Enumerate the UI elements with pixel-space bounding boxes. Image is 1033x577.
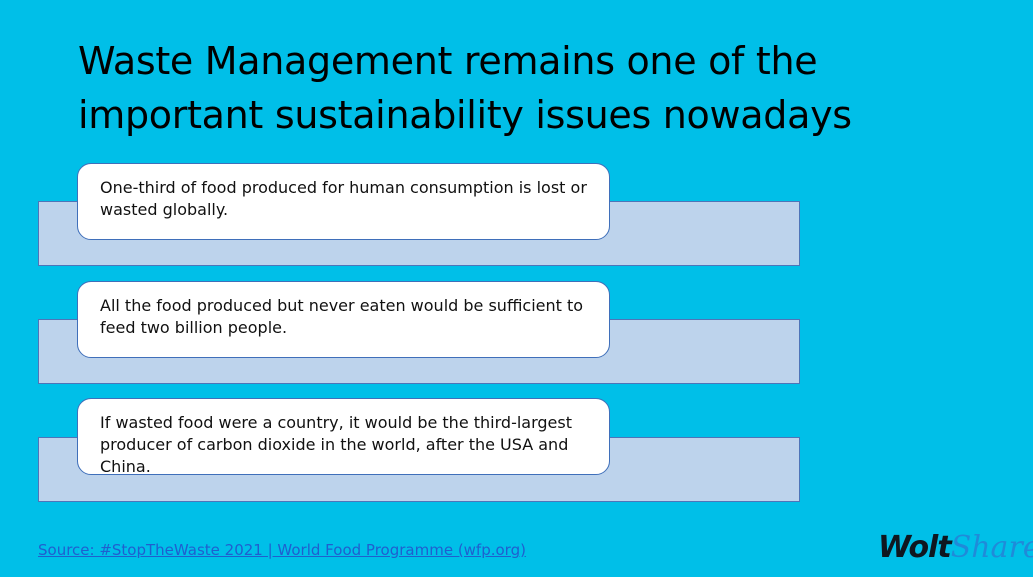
logo-wordmark-share: Share	[950, 530, 1033, 565]
woltshare-logo: WoltShare	[878, 526, 1033, 570]
fact-text-3: If wasted food were a country, it would …	[100, 413, 572, 476]
slide-title-line-2: important sustainability issues nowadays	[78, 93, 852, 137]
fact-card-3: If wasted food were a country, it would …	[77, 398, 610, 476]
slide-title-line-1: Waste Management remains one of the	[78, 39, 818, 83]
fact-text-2: All the food produced but never eaten wo…	[100, 296, 584, 337]
fact-text-1: One-third of food produced for human con…	[100, 178, 587, 219]
slide-title: Waste Management remains one of the impo…	[78, 34, 978, 142]
source-link[interactable]: Source: #StopTheWaste 2021 | World Food …	[38, 541, 526, 559]
fact-card-2: All the food produced but never eaten wo…	[77, 281, 610, 358]
logo-wordmark-wolt: Wolt	[878, 530, 952, 565]
fact-card-1: One-third of food produced for human con…	[77, 163, 610, 240]
